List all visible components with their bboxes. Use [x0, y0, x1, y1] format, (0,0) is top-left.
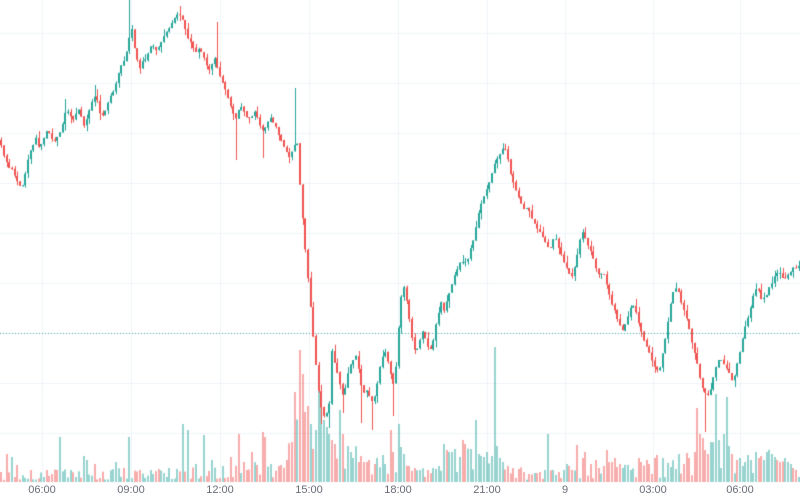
candlestick-chart-pane[interactable]: 06:00 09:00 12:00 15:00 18:00 21:00 9 03:00 06:0… — [0, 0, 800, 500]
chart-canvas[interactable] — [0, 0, 800, 500]
